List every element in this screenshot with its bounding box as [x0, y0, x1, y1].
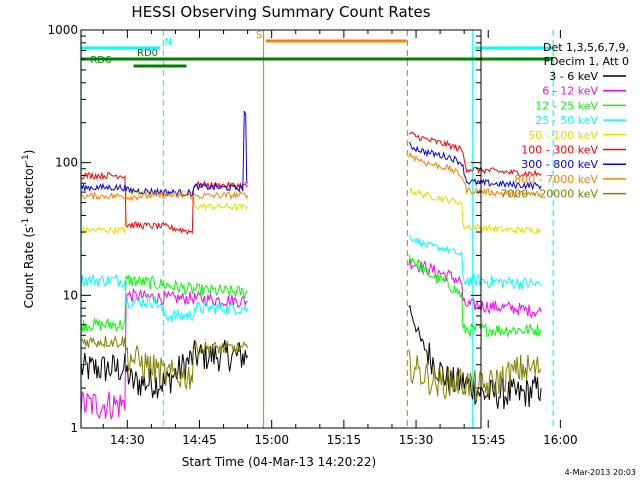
y-axis-label: Count Rate (s-1 detector-1) — [21, 150, 36, 309]
flag-label: N — [164, 37, 171, 48]
legend-entry: 100 - 300 keV — [521, 144, 598, 157]
series-line — [408, 131, 542, 177]
plot-area — [80, 30, 554, 428]
y-tick-label: 10 — [63, 288, 78, 302]
series-line — [408, 349, 542, 400]
footer-date: 4-Mar-2013 20:03 — [565, 468, 636, 477]
legend-header: FDecim 1, Att 0 — [544, 55, 629, 68]
series-line — [408, 141, 542, 191]
series-line — [80, 339, 249, 399]
y-tick-label: 1000 — [47, 23, 78, 37]
series-line — [408, 254, 542, 339]
legend-entry: 25 - 50 keV — [535, 114, 598, 127]
legend-entry: 50 - 100 keV — [528, 129, 598, 142]
x-tick-label: 16:00 — [543, 433, 578, 447]
flag-label: RD6 — [90, 55, 111, 66]
x-tick-label: 14:45 — [182, 433, 217, 447]
plot-frame — [80, 29, 482, 429]
series-line — [80, 274, 248, 332]
legend-entry: 800 - 7000 keV — [514, 173, 598, 186]
legend-entry: 300 - 800 keV — [521, 158, 598, 171]
series-line — [408, 258, 542, 319]
series-line — [80, 190, 249, 202]
series-line — [80, 287, 248, 420]
x-tick-label: 14:30 — [110, 433, 145, 447]
series-line — [80, 171, 248, 235]
legend-header: Det 1,3,5,6,7,9, — [543, 41, 629, 54]
axes: 1 10 100 1000 14:30 14:45 15:00 15:15 15:30 15:45… — [47, 23, 577, 447]
legend-entry: 7000 - 20000 keV — [500, 188, 598, 201]
series-line — [80, 273, 249, 323]
series-line — [408, 304, 542, 410]
legend-entry: 3 - 6 keV — [549, 70, 598, 83]
series-line — [408, 234, 542, 290]
series-group — [80, 110, 542, 420]
legend: Det 1,3,5,6,7,9,FDecim 1, Att 0 3 - 6 keV… — [500, 41, 629, 201]
x-tick-label: 15:00 — [254, 433, 289, 447]
x-tick-label: 15:30 — [399, 433, 434, 447]
legend-entry: 12 - 25 keV — [535, 99, 598, 112]
series-line — [80, 110, 248, 198]
x-tick-label: 15:15 — [327, 433, 362, 447]
legend-entry: 6 - 12 keV — [542, 85, 598, 98]
series-line — [408, 152, 542, 199]
series-line — [408, 187, 542, 235]
x-tick-label: 15:45 — [471, 433, 506, 447]
flag-label: S — [256, 30, 262, 41]
x-axis-label: Start Time (04-Mar-13 14:20:22) — [182, 455, 376, 469]
y-tick-label: 1 — [70, 421, 78, 435]
flag-label: RD0 — [137, 48, 158, 59]
y-tick-label: 100 — [55, 156, 78, 170]
flag-markers: N S RD0 RD6 — [81, 30, 554, 68]
series-line — [80, 335, 249, 391]
chart-title: HESSI Observing Summary Count Rates — [131, 3, 430, 21]
